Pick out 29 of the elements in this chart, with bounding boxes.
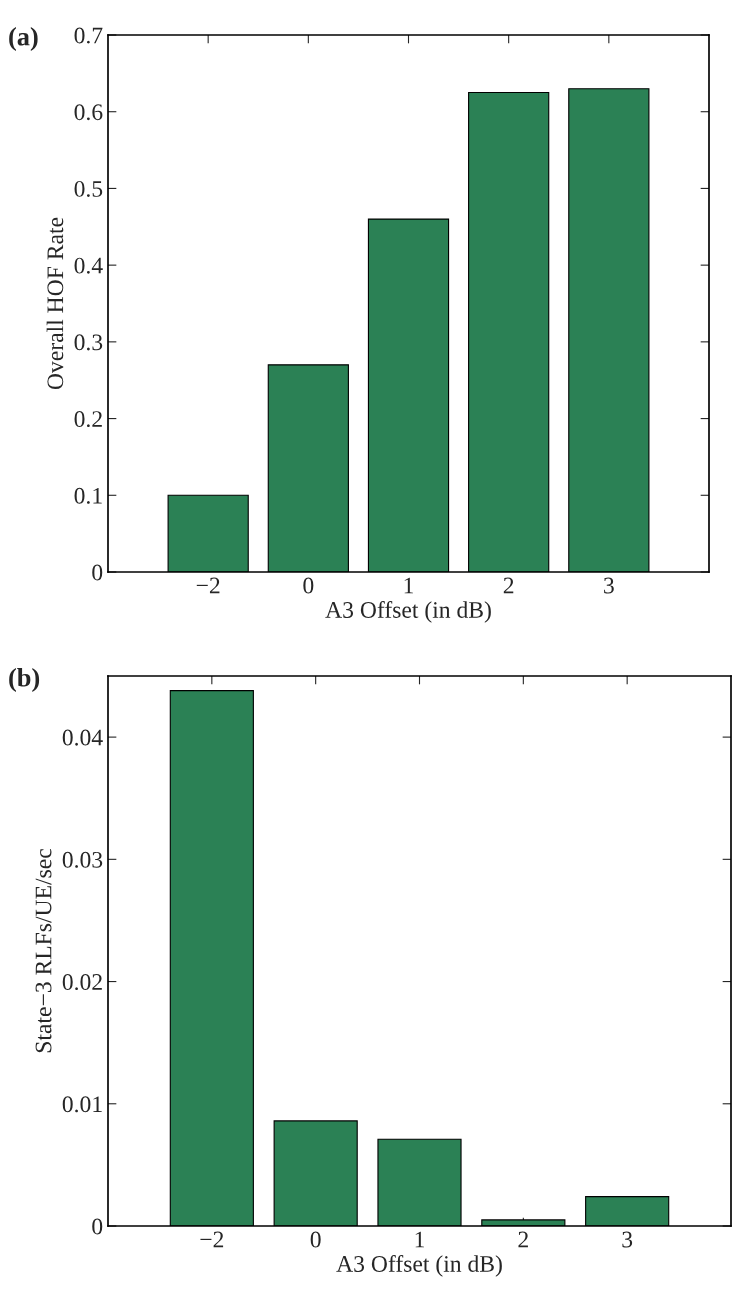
y-tick-label: 0.01 bbox=[62, 1096, 102, 1113]
y-axis-title: State−3 RLFs/UE/sec bbox=[35, 848, 52, 1053]
x-tick-label: 0 bbox=[303, 577, 314, 594]
x-tick-label: 3 bbox=[622, 1231, 633, 1248]
y-tick-label: 0.5 bbox=[74, 180, 103, 197]
y-tick-label: 0.3 bbox=[74, 334, 103, 351]
x-tick-label: 2 bbox=[503, 577, 514, 594]
x-tick-label: 1 bbox=[415, 1231, 424, 1248]
x-axis-title: A3 Offset (in dB) bbox=[325, 601, 491, 623]
x-tick-label: 3 bbox=[604, 577, 614, 594]
chart-title: (a) bbox=[9, 27, 38, 51]
y-axis-title: Overall HOF Rate bbox=[46, 217, 64, 390]
y-tick-label: 0.03 bbox=[62, 851, 103, 868]
y-tick-label: 0.2 bbox=[74, 411, 102, 428]
y-tick-label: 0.1 bbox=[74, 487, 102, 504]
y-tick-label: 0.6 bbox=[74, 104, 103, 121]
y-tick-label: 0.02 bbox=[62, 974, 102, 991]
x-tick-label: 0 bbox=[310, 1231, 321, 1248]
y-tick-label: 0.4 bbox=[74, 257, 103, 274]
x-tick-label: −2 bbox=[196, 577, 220, 594]
x-tick-label: −2 bbox=[200, 1231, 224, 1248]
y-tick-label: 0.7 bbox=[74, 27, 103, 44]
y-tick-label: 0 bbox=[92, 1218, 103, 1235]
x-tick-label: 1 bbox=[404, 577, 413, 594]
chart-title: (b) bbox=[9, 668, 40, 692]
x-axis-title: A3 Offset (in dB) bbox=[336, 1255, 502, 1277]
x-tick-label: 2 bbox=[518, 1231, 528, 1248]
y-tick-label: 0 bbox=[92, 564, 103, 581]
y-tick-label: 0.04 bbox=[62, 729, 103, 746]
